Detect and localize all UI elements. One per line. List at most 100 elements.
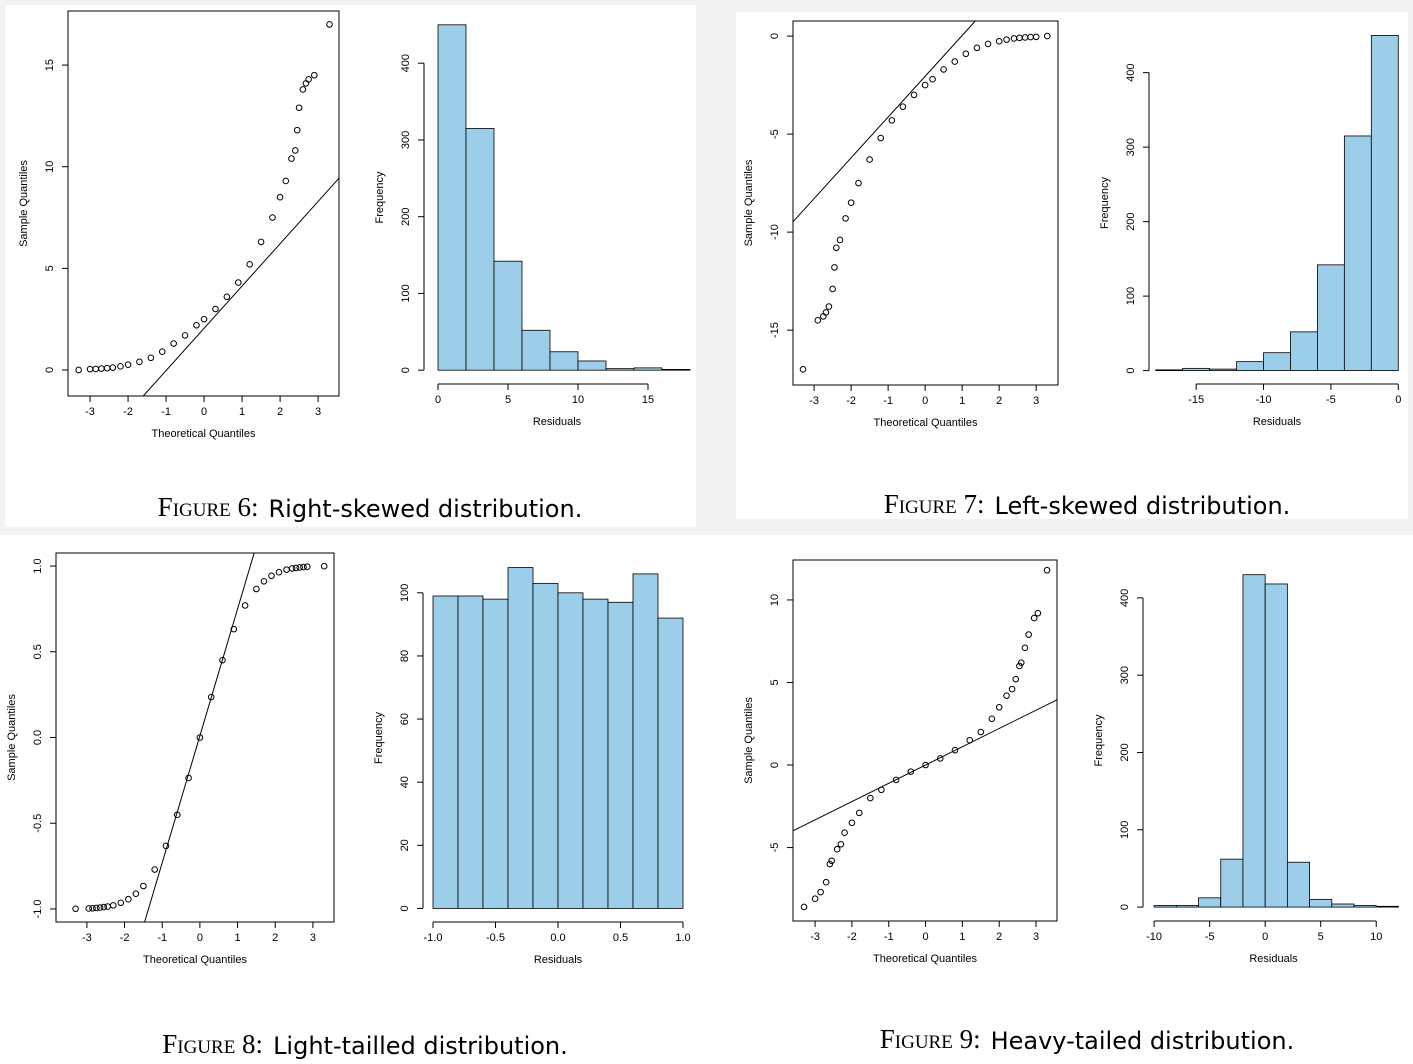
y-tick-label: 200	[1125, 212, 1137, 230]
x-tick-label: 15	[642, 394, 654, 406]
x-axis-label: Theoretical Quantiles	[152, 428, 256, 440]
histogram-bar	[457, 595, 484, 909]
data-point	[299, 86, 307, 93]
y-axis-label: Frequency	[373, 712, 385, 764]
x-tick-label: 2	[272, 932, 278, 944]
x-axis-label: Theoretical Quantiles	[143, 954, 247, 966]
data-point	[288, 155, 295, 162]
data-point	[910, 91, 918, 99]
histogram-bar	[1198, 897, 1222, 908]
histogram-bar	[1370, 35, 1399, 371]
x-tick-label: 5	[1318, 931, 1324, 943]
reference-line	[142, 177, 340, 397]
reference-line	[792, 699, 1058, 832]
caption-label: Figure 9:	[880, 1024, 981, 1054]
y-tick-label: -5	[769, 129, 781, 139]
x-tick-label: 0	[201, 406, 207, 418]
data-point	[89, 904, 96, 912]
y-tick-label: 100	[1119, 821, 1131, 839]
data-point	[72, 905, 79, 913]
histogram-bar	[432, 595, 459, 909]
figure-caption: Figure 7: Left-skewed distribution.	[884, 489, 1291, 520]
data-point	[842, 215, 849, 222]
x-tick-label: 10	[1370, 931, 1382, 943]
data-point	[140, 882, 147, 890]
caption-label: Figure 6:	[158, 492, 259, 522]
data-point	[817, 888, 824, 896]
x-tick-label: 2	[277, 406, 283, 418]
data-point	[85, 905, 93, 912]
data-point	[831, 264, 838, 271]
data-point	[288, 565, 296, 572]
x-axis-label: Residuals	[1249, 953, 1298, 965]
data-point	[1032, 33, 1040, 41]
data-point	[1030, 614, 1038, 622]
data-point	[836, 236, 844, 244]
data-point	[977, 728, 985, 736]
histogram-bar	[1182, 367, 1211, 371]
x-tick-label: 5	[505, 394, 511, 406]
data-point	[300, 563, 307, 571]
y-tick-label: 40	[399, 776, 411, 788]
data-point	[995, 703, 1003, 711]
caption-label: Figure 8:	[162, 1029, 263, 1059]
data-point	[136, 358, 143, 366]
data-point	[892, 776, 900, 784]
data-point	[1016, 662, 1023, 670]
caption-text: Right-skewed distribution.	[269, 495, 583, 523]
histogram-bar	[1290, 331, 1318, 371]
data-point	[260, 577, 268, 585]
x-tick-label: 3	[310, 932, 316, 944]
data-point	[275, 568, 283, 576]
data-point	[170, 340, 177, 347]
data-point	[109, 902, 117, 909]
histogram-bar	[493, 260, 523, 371]
histogram-bar	[549, 351, 579, 371]
data-point	[104, 903, 111, 910]
data-point	[219, 656, 226, 664]
y-tick-label: -10	[769, 224, 781, 240]
y-axis-label: Frequency	[1093, 714, 1105, 766]
histogram-bar	[607, 601, 634, 909]
data-point	[276, 193, 284, 201]
data-point	[257, 238, 265, 246]
x-tick-label: -10	[1256, 394, 1272, 406]
caption-text: Left-skewed distribution.	[995, 492, 1291, 520]
data-point	[253, 585, 260, 593]
data-point	[292, 564, 300, 572]
figure-caption: Figure 6: Right-skewed distribution.	[158, 492, 583, 523]
histogram-bar	[633, 367, 663, 371]
x-tick-label: -2	[846, 395, 856, 407]
x-tick-label: 0	[1262, 931, 1268, 943]
histogram-bar	[437, 24, 467, 371]
data-point	[1017, 659, 1025, 666]
data-point	[268, 572, 275, 580]
x-tick-label: 2	[996, 931, 1002, 943]
x-tick-label: -1	[883, 395, 893, 407]
data-point	[833, 845, 841, 853]
y-tick-label: 300	[1119, 666, 1131, 684]
data-point	[269, 214, 276, 221]
histogram-bar	[661, 369, 691, 371]
data-point	[193, 321, 200, 329]
data-point	[293, 126, 301, 134]
y-tick-label: -0.5	[32, 814, 44, 833]
y-tick-label: 100	[1125, 287, 1137, 305]
data-point	[124, 361, 132, 368]
x-tick-label: 1	[235, 932, 241, 944]
figure-panel	[736, 12, 1408, 519]
x-tick-label: 3	[1033, 395, 1039, 407]
data-point	[866, 156, 873, 163]
data-point	[320, 562, 328, 570]
data-point	[93, 904, 100, 912]
data-point	[181, 332, 189, 339]
y-tick-label: 5	[44, 265, 56, 271]
y-tick-label: 5	[769, 679, 781, 685]
histogram-bar	[1353, 905, 1377, 908]
data-point	[822, 878, 830, 886]
caption-text: Heavy-tailed distribution.	[991, 1027, 1295, 1055]
histogram-bar	[1242, 574, 1266, 908]
x-tick-label: -5	[1326, 394, 1336, 406]
data-point	[1043, 32, 1051, 40]
histogram-bar	[605, 368, 635, 371]
